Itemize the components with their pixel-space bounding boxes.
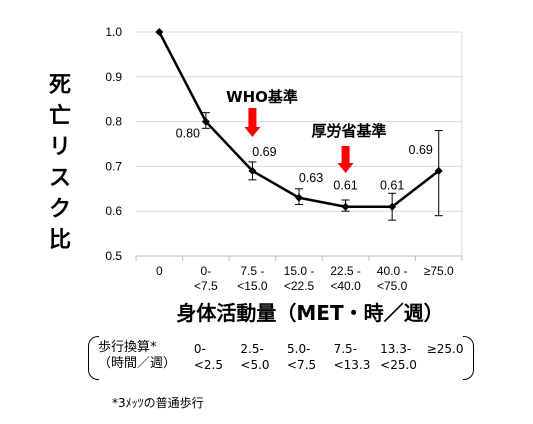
data-point [388,202,397,211]
y-axis-label: 死亡リスク比 [40,70,80,256]
walking-title: 歩行換算* （時間／週） [98,340,176,372]
x-tick-labels: 0 0-<7.5 7.5 -<15.0 15.0 -<22.5 22.5 -<40.0 4… [156,264,454,293]
walking-cell: 13.3- <25.0 [380,342,417,372]
data-label: 0.69 [409,143,433,157]
red-arrow [337,146,354,173]
y-tick-labels: 0.5 0.6 0.7 0.8 0.9 1.0 [105,25,122,263]
y-tick-label: 1.0 [105,25,122,39]
walking-cell: 7.5- <13.3 [333,342,371,372]
data-point [155,28,164,36]
data-label: 0.63 [299,171,323,185]
right-bracket [463,336,474,380]
y-tick-label: 0.7 [105,159,122,173]
x-tick-label: 40.0 -<75.0 [377,264,408,293]
data-label: 0.61 [333,179,357,193]
walking-conversion-box [88,336,474,380]
walking-cell: ≥25.0 [426,342,464,356]
walking-cell: 2.5- <5.0 [240,342,270,372]
y-tick-label: 0.5 [105,249,122,263]
x-tick-label: 22.5 -<40.0 [330,264,361,293]
grid-layer [135,31,463,261]
line-chart: 0.5 0.6 0.7 0.8 0.9 1.0 0 0-<7.5 7.5 -<15.0 15.0… [105,25,463,293]
data-point [295,193,303,202]
annotation-label: WHO基準 [226,88,298,106]
walking-cell: 5.0- <7.5 [287,342,317,372]
x-tick-label: 7.5 -<15.0 [237,264,268,293]
data-label: 0.61 [380,179,404,193]
data-point [248,166,257,175]
y-axis-label-char: ク [48,197,71,222]
y-axis-label-char: 比 [48,228,71,253]
annotation-label: 厚労省基準 [311,122,386,140]
data-labels: 0.80 0.69 0.63 0.61 0.61 0.69 [176,127,433,193]
x-tick-label: ≥75.0 [424,264,454,278]
walking-title-line1: 歩行換算* [98,340,157,355]
y-tick-label: 0.6 [105,204,122,218]
y-tick-label: 0.8 [105,115,122,129]
data-label: 0.80 [176,127,200,141]
data-point [434,166,443,175]
y-axis-label-char: リ [48,135,71,160]
y-axis-label-char: ス [48,166,71,191]
data-label: 0.69 [252,145,276,159]
x-tick-label: 15.0 -<22.5 [284,264,315,293]
walking-title-line2: （時間／週） [98,356,177,371]
red-arrow [244,108,261,137]
y-axis-label-char: 死 [48,73,71,98]
footnote: *3ﾒｯﾂの普通歩行 [112,396,204,410]
x-tick-label: 0 [156,264,163,278]
y-axis-label-char: 亡 [48,104,71,129]
data-points [155,28,443,211]
data-point [341,202,350,211]
walking-cell: 0- <2.5 [193,342,223,372]
x-tick-label: 0-<7.5 [194,264,218,293]
data-point [201,117,210,126]
y-tick-label: 0.9 [105,70,122,84]
x-axis-label: 身体活動量（MET・時／週） [176,301,444,325]
